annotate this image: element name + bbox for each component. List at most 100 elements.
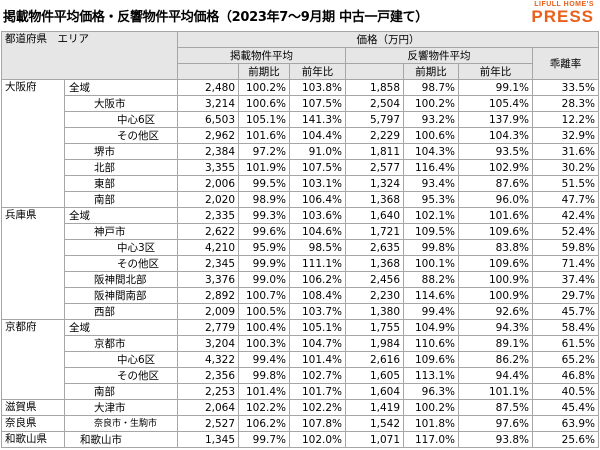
value-cell: 101.9%	[238, 159, 290, 176]
value-cell: 101.6%	[458, 207, 533, 224]
table-row: 大阪市 3,214 100.6% 107.5% 2,504 100.2% 105.4% 28.…	[2, 95, 599, 112]
value-cell: 87.6%	[458, 175, 533, 192]
value-cell: 51.5%	[532, 175, 599, 192]
value-cell: 28.3%	[532, 95, 599, 112]
value-cell: 95.9%	[238, 239, 290, 256]
value-cell: 98.7%	[403, 79, 459, 96]
value-cell: 104.3%	[458, 127, 533, 144]
value-cell: 109.6%	[403, 351, 459, 368]
table-row: その他区 2,962 101.6% 104.4% 2,229 100.6% 104.3% 32…	[2, 127, 599, 144]
value-cell: 98.5%	[289, 239, 346, 256]
value-cell: 1,640	[345, 207, 404, 224]
value-cell: 2,345	[177, 255, 239, 272]
header-cell: 都道府県 エリア	[1, 31, 178, 80]
value-cell: 101.7%	[289, 383, 346, 400]
value-cell: 99.3%	[238, 207, 290, 224]
value-cell: 107.8%	[289, 415, 346, 432]
value-cell: 2,356	[177, 367, 239, 384]
header-cell: 前年比	[458, 63, 533, 80]
value-cell: 2,616	[345, 351, 404, 368]
header-cell: 前期比	[403, 63, 459, 80]
logo-bottom: PRESS	[531, 7, 594, 26]
table-row: 兵庫県 全域 2,335 99.3% 103.6% 1,640 102.1% 101.6% 42…	[1, 207, 599, 320]
value-cell: 102.0%	[289, 431, 346, 448]
value-cell: 99.4%	[238, 351, 290, 368]
logo: LIFULL HOME'S PRESS	[531, 1, 594, 25]
value-cell: 109.6%	[458, 255, 533, 272]
value-cell: 100.9%	[458, 287, 533, 304]
table-row: 中心6区 4,322 99.4% 101.4% 2,616 109.6% 86.2% 65.2…	[2, 351, 599, 368]
table-row: 南部 2,020 98.9% 106.4% 1,368 95.3% 96.0% 47.7%	[2, 191, 599, 208]
value-cell: 108.4%	[289, 287, 346, 304]
value-cell: 2,064	[177, 399, 239, 416]
value-cell: 99.5%	[238, 175, 290, 192]
header-cell: 掲載物件平均	[177, 47, 346, 64]
value-cell: 99.1%	[458, 79, 533, 96]
prefecture-cell: 兵庫県	[1, 207, 65, 320]
header-text: 都道府県	[5, 33, 47, 45]
value-cell: 97.6%	[458, 415, 533, 432]
table-row: 神戸市 2,622 99.6% 104.6% 1,721 109.5% 109.6% 52.4…	[2, 223, 599, 240]
value-cell: 2,635	[345, 239, 404, 256]
value-cell: 104.6%	[289, 223, 346, 240]
value-cell: 104.9%	[403, 319, 459, 336]
value-cell: 104.4%	[289, 127, 346, 144]
value-cell: 99.0%	[238, 271, 290, 288]
value-cell: 98.9%	[238, 191, 290, 208]
value-cell: 117.0%	[403, 431, 459, 448]
value-cell: 102.2%	[289, 399, 346, 416]
prefecture-cell: 京都府	[1, 319, 65, 400]
area-cell: その他区	[64, 367, 178, 384]
value-cell: 1,604	[345, 383, 404, 400]
prefecture-cell: 大阪府	[1, 79, 65, 208]
area-cell: 和歌山市	[64, 431, 178, 448]
value-cell: 1,368	[345, 255, 404, 272]
value-cell: 1,071	[345, 431, 404, 448]
value-cell: 1,419	[345, 399, 404, 416]
table-row: 京都府 全域 2,779 100.4% 105.1% 1,755 104.9% 94.3% 58…	[1, 319, 599, 400]
value-cell: 2,892	[177, 287, 239, 304]
header-cell: 乖離率	[532, 47, 599, 80]
value-cell: 100.2%	[403, 399, 459, 416]
value-cell: 4,210	[177, 239, 239, 256]
area-cell: 奈良市・生駒市	[64, 415, 178, 432]
value-cell: 25.6%	[532, 431, 599, 448]
table-body: 大阪府 全域 2,480 100.2% 103.8% 1,858 98.7% 99.1% 33.…	[1, 79, 599, 448]
area-cell: 南部	[64, 191, 178, 208]
area-cell: 全域	[64, 207, 178, 224]
table-row: その他区 2,356 99.8% 102.7% 1,605 113.1% 94.4% 46.8…	[2, 367, 599, 384]
value-cell: 33.5%	[532, 79, 599, 96]
value-cell: 100.3%	[238, 335, 290, 352]
value-cell: 89.1%	[458, 335, 533, 352]
value-cell: 83.8%	[458, 239, 533, 256]
value-cell: 102.9%	[458, 159, 533, 176]
area-cell: 北部	[64, 159, 178, 176]
table-row: 阪神間南部 2,892 100.7% 108.4% 2,230 114.6% 100.9% 2…	[2, 287, 599, 304]
area-cell: 南部	[64, 383, 178, 400]
area-cell: 東部	[64, 175, 178, 192]
value-cell: 2,779	[177, 319, 239, 336]
value-cell: 93.2%	[403, 111, 459, 128]
value-cell: 91.0%	[289, 143, 346, 160]
value-cell: 103.8%	[289, 79, 346, 96]
value-cell: 12.2%	[532, 111, 599, 128]
value-cell: 104.7%	[289, 335, 346, 352]
area-cell: 大阪市	[64, 95, 178, 112]
table-row: 阪神間北部 3,376 99.0% 106.2% 2,456 88.2% 100.9% 37.…	[2, 271, 599, 288]
area-cell: 堺市	[64, 143, 178, 160]
value-cell: 104.3%	[403, 143, 459, 160]
value-cell: 3,204	[177, 335, 239, 352]
value-cell: 113.1%	[403, 367, 459, 384]
value-cell: 87.5%	[458, 399, 533, 416]
value-cell: 42.4%	[532, 207, 599, 224]
table-row: 堺市 2,384 97.2% 91.0% 1,811 104.3% 93.5% 31.6%	[2, 143, 599, 160]
value-cell: 106.2%	[289, 271, 346, 288]
value-cell: 93.4%	[403, 175, 459, 192]
value-cell: 45.4%	[532, 399, 599, 416]
value-cell: 59.8%	[532, 239, 599, 256]
value-cell: 101.4%	[238, 383, 290, 400]
value-cell: 2,384	[177, 143, 239, 160]
value-cell: 2,006	[177, 175, 239, 192]
area-cell: その他区	[64, 127, 178, 144]
value-cell: 103.6%	[289, 207, 346, 224]
